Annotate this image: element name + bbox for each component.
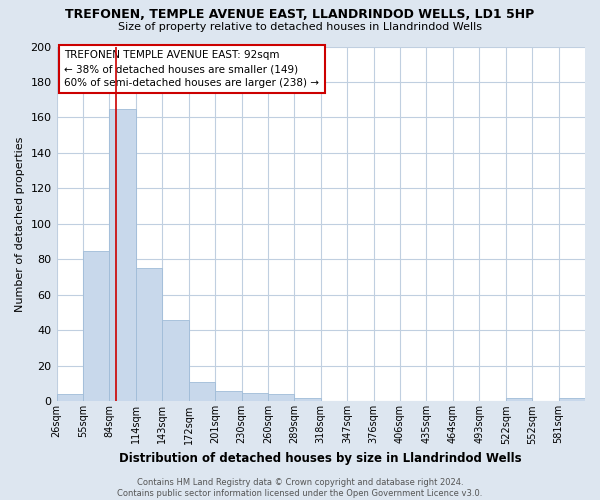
Bar bbox=[559, 398, 585, 402]
Bar bbox=[136, 268, 162, 402]
Text: TREFONEN, TEMPLE AVENUE EAST, LLANDRINDOD WELLS, LD1 5HP: TREFONEN, TEMPLE AVENUE EAST, LLANDRINDO… bbox=[65, 8, 535, 20]
Text: Contains HM Land Registry data © Crown copyright and database right 2024.
Contai: Contains HM Land Registry data © Crown c… bbox=[118, 478, 482, 498]
Bar bbox=[268, 394, 295, 402]
Bar bbox=[506, 398, 532, 402]
Text: Size of property relative to detached houses in Llandrindod Wells: Size of property relative to detached ho… bbox=[118, 22, 482, 32]
Bar bbox=[242, 392, 268, 402]
Bar bbox=[188, 382, 215, 402]
Y-axis label: Number of detached properties: Number of detached properties bbox=[15, 136, 25, 312]
Bar bbox=[83, 250, 109, 402]
Bar bbox=[56, 394, 83, 402]
Bar bbox=[215, 390, 242, 402]
Bar bbox=[295, 398, 321, 402]
Bar bbox=[162, 320, 188, 402]
Bar bbox=[109, 108, 136, 402]
X-axis label: Distribution of detached houses by size in Llandrindod Wells: Distribution of detached houses by size … bbox=[119, 452, 522, 465]
Text: TREFONEN TEMPLE AVENUE EAST: 92sqm
← 38% of detached houses are smaller (149)
60: TREFONEN TEMPLE AVENUE EAST: 92sqm ← 38%… bbox=[64, 50, 319, 88]
